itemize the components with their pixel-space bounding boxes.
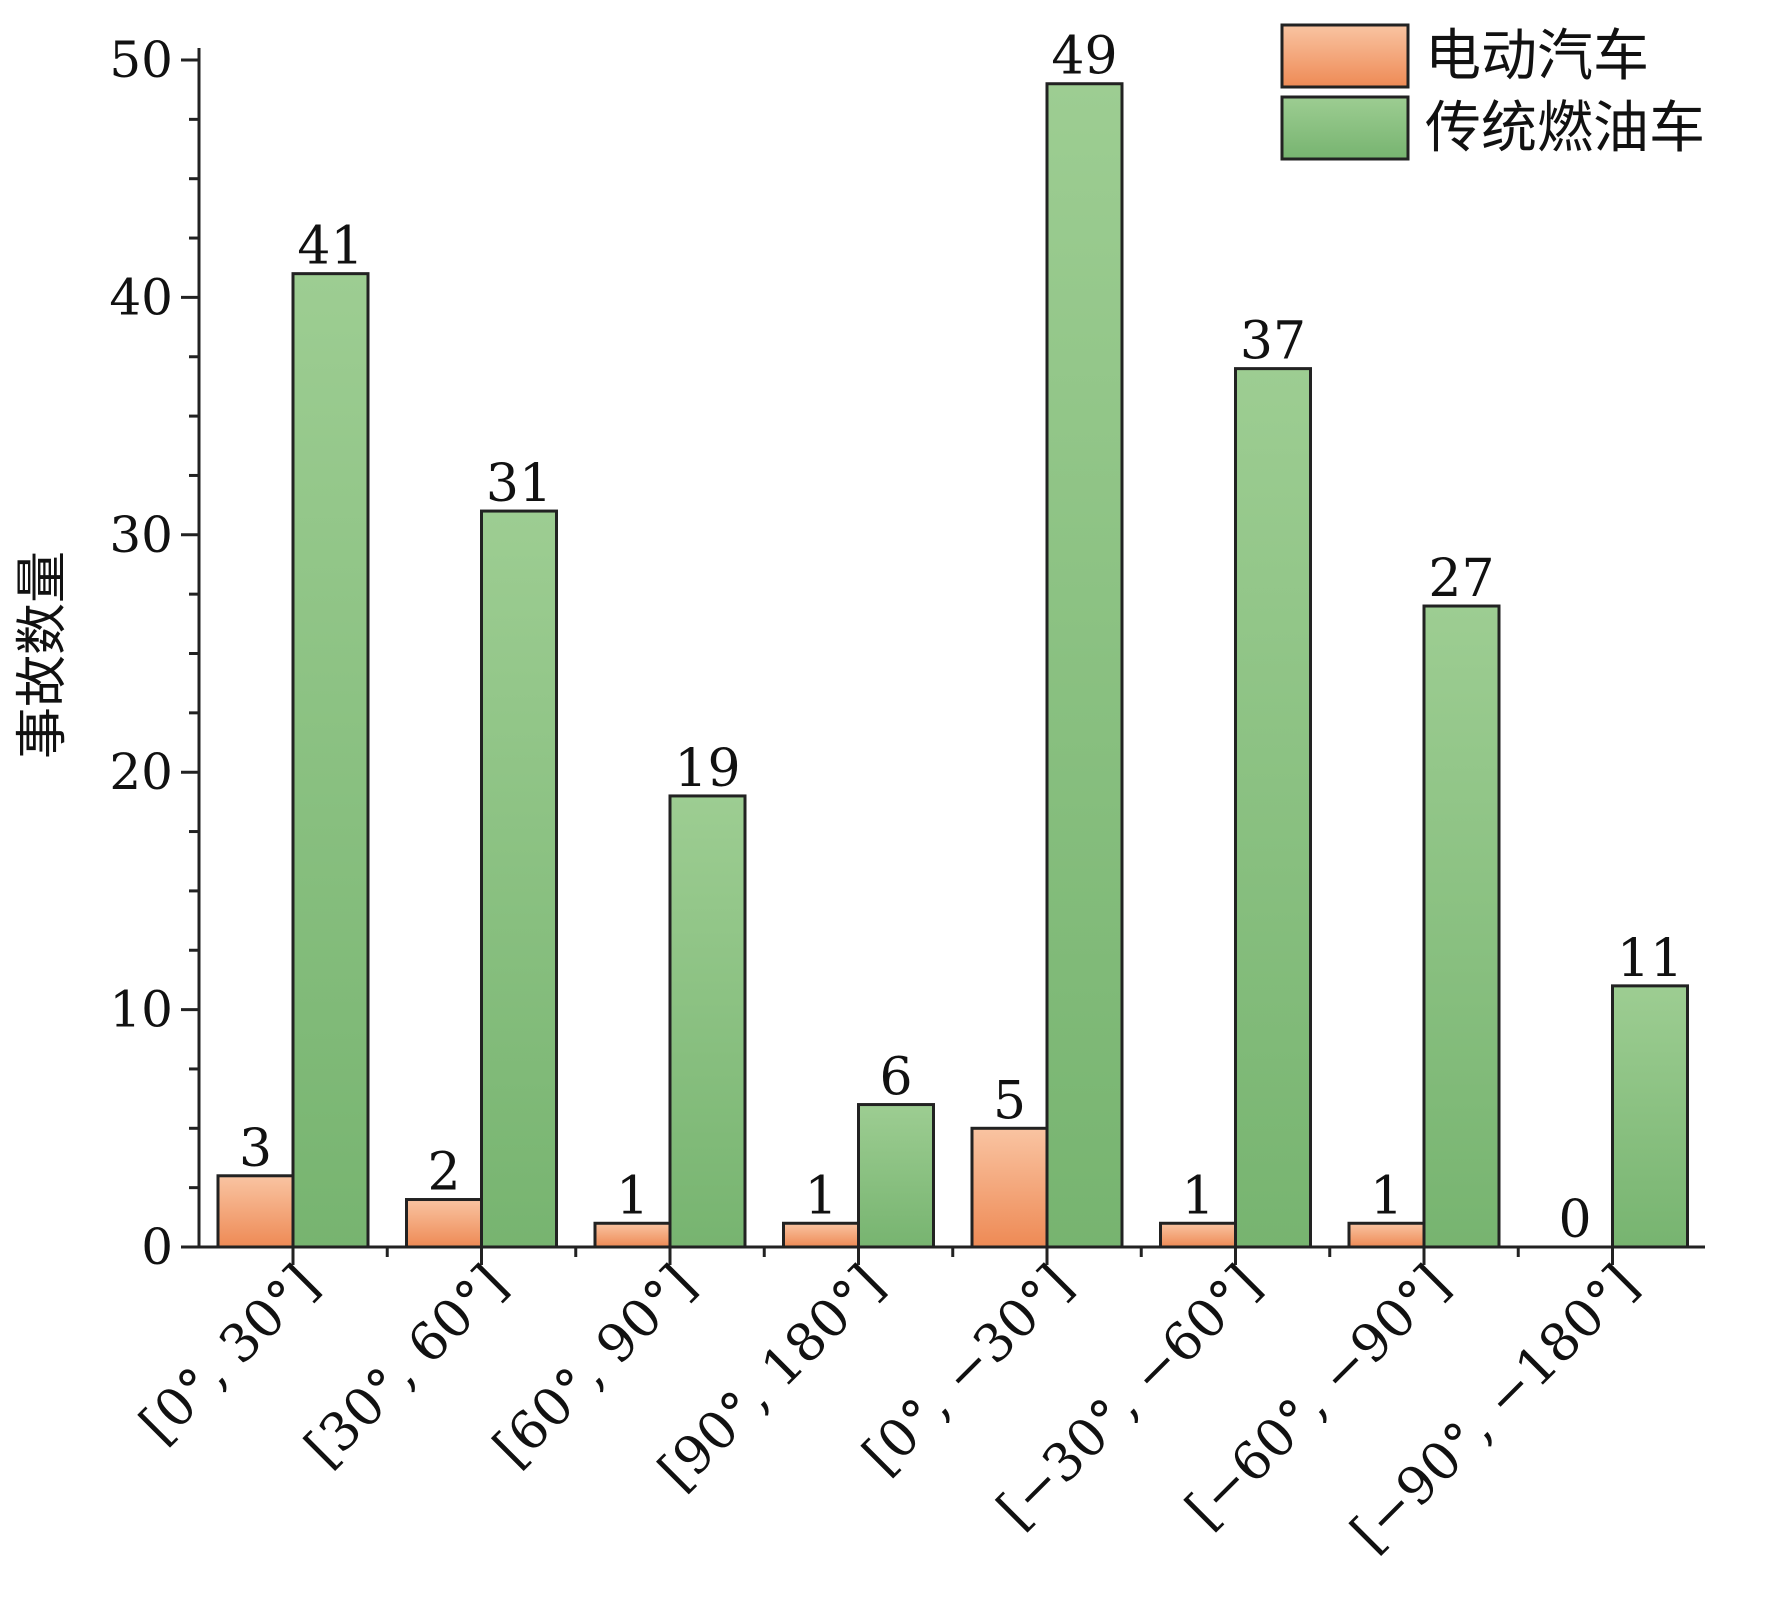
bar-fuel xyxy=(480,509,558,1249)
data-label: 1 xyxy=(616,1166,649,1226)
category-label: [0°, 30°] xyxy=(129,1254,330,1455)
y-tick-label: 10 xyxy=(109,981,173,1039)
legend-label-fuel: 传统燃油车 xyxy=(1425,96,1705,161)
data-label: 11 xyxy=(1617,929,1683,989)
bar-fuel xyxy=(1234,367,1312,1249)
bar-electric xyxy=(405,1198,483,1249)
legend-swatch-electric xyxy=(1280,23,1410,89)
data-label: 6 xyxy=(879,1048,912,1108)
bar-electric xyxy=(593,1221,672,1249)
data-label: 49 xyxy=(1051,27,1117,87)
y-tick-label: 40 xyxy=(109,268,173,326)
category-label: [30°, 60°] xyxy=(294,1254,519,1479)
data-label: 31 xyxy=(486,454,552,514)
y-tick-label: 30 xyxy=(109,506,173,564)
bar-fuel xyxy=(1422,604,1501,1249)
data-label: 1 xyxy=(1370,1166,1403,1226)
y-tick-label: 50 xyxy=(109,31,173,89)
data-label: 27 xyxy=(1428,549,1494,609)
bar-electric xyxy=(1159,1221,1237,1249)
data-label: 1 xyxy=(804,1166,837,1226)
data-label: 19 xyxy=(674,739,740,799)
y-tick-label: 20 xyxy=(109,743,173,801)
legend-swatch-fuel xyxy=(1280,95,1410,161)
bar-fuel xyxy=(1045,82,1124,1249)
data-label: 3 xyxy=(239,1119,272,1179)
bar-fuel xyxy=(857,1103,935,1249)
legend-label-electric: 电动汽车 xyxy=(1425,24,1649,89)
legend: 电动汽车 传统燃油车 xyxy=(1280,23,1705,161)
bar-electric xyxy=(216,1174,295,1249)
y-tick-label: 0 xyxy=(141,1218,173,1276)
plot-area: 341[0°, 30°]231[30°, 60°]119[60°, 90°]16… xyxy=(109,27,1705,1564)
data-label: 1 xyxy=(1181,1166,1214,1226)
bar-fuel xyxy=(291,272,370,1249)
data-label: 41 xyxy=(297,217,363,277)
bar-electric xyxy=(970,1126,1049,1249)
bar-fuel xyxy=(668,794,747,1249)
data-label: 0 xyxy=(1558,1190,1591,1250)
y-axis-title: 事故数量 xyxy=(13,551,73,759)
data-label: 37 xyxy=(1240,312,1306,372)
data-label: 5 xyxy=(993,1071,1026,1131)
bar-electric xyxy=(782,1221,860,1249)
bar-fuel xyxy=(1611,984,1689,1249)
bar-electric xyxy=(1347,1221,1426,1249)
data-label: 2 xyxy=(427,1143,460,1203)
